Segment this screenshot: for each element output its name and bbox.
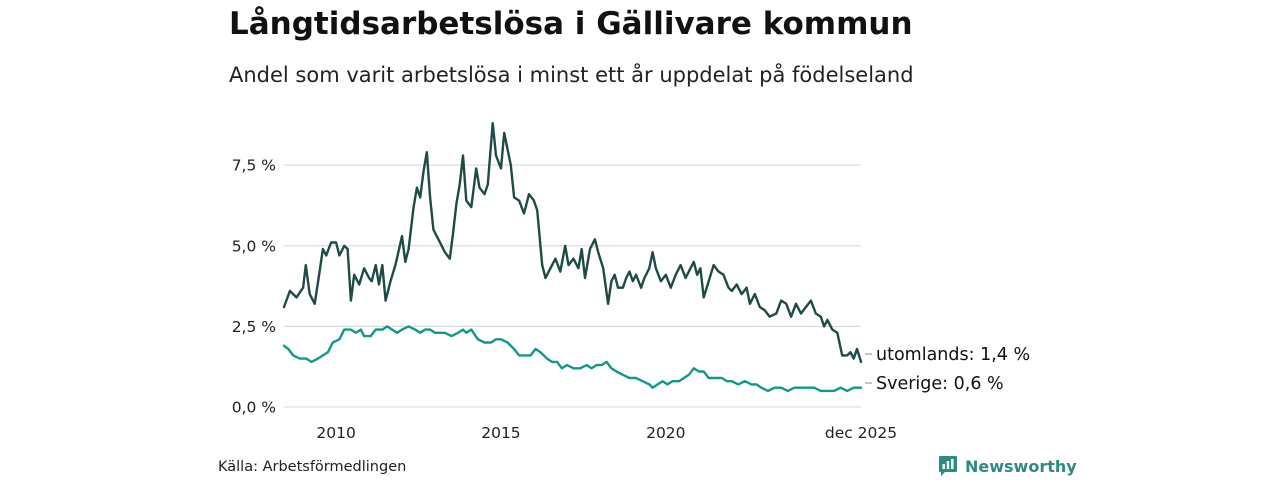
chart-title: Långtidsarbetslösa i Gällivare kommun (229, 6, 913, 42)
x-tick-label: dec 2025 (825, 424, 897, 442)
series-line-sverige (282, 325, 863, 393)
y-tick-label: 2,5 % (232, 318, 276, 336)
series-end-label: utomlands: 1,4 % (876, 345, 1030, 365)
newsworthy-logo-icon (939, 456, 957, 476)
series-line-utomlands (282, 122, 863, 364)
y-tick-label: 5,0 % (232, 237, 276, 255)
series-end-label: Sverige: 0,6 % (876, 374, 1004, 394)
x-tick-label: 2020 (646, 424, 685, 442)
x-tick-label: 2010 (316, 424, 355, 442)
y-tick-label: 0,0 % (232, 399, 276, 417)
x-tick-label: 2015 (481, 424, 520, 442)
brand-name: Newsworthy (965, 456, 1077, 476)
source-note: Källa: Arbetsförmedlingen (218, 459, 407, 475)
chart-subtitle: Andel som varit arbetslösa i minst ett å… (229, 63, 914, 87)
brand-logo: Newsworthy (938, 455, 1077, 477)
y-tick-label: 7,5 % (232, 157, 276, 175)
